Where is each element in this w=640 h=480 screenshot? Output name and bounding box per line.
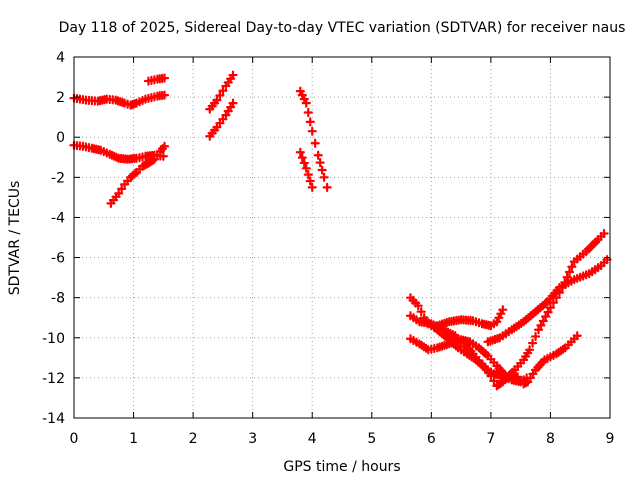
y-tick-label: -14 <box>42 411 65 427</box>
x-tick-label: 7 <box>486 431 495 447</box>
data-markers <box>205 98 238 141</box>
y-tick-label: 4 <box>56 50 65 66</box>
data-markers <box>205 70 238 114</box>
x-tick-label: 1 <box>129 431 138 447</box>
series-arc-m <box>483 254 612 347</box>
data-markers <box>143 73 170 86</box>
data-markers <box>483 254 612 347</box>
series-arc-a <box>69 90 170 110</box>
y-axis-label: SDTVAR / TECUs <box>7 181 23 296</box>
x-tick-label: 0 <box>70 431 79 447</box>
y-tick-label: -2 <box>51 170 65 186</box>
tick-layer: 0 1 2 3 4 5 6 7 8 9 -14 -12 -10 -8 -6 -4 -2 0 2 4 <box>42 50 614 447</box>
x-tick-label: 4 <box>308 431 317 447</box>
series-arc-g <box>295 86 332 192</box>
x-tick-label: 3 <box>248 431 257 447</box>
data-markers <box>295 86 332 192</box>
data-markers <box>405 331 582 389</box>
series-layer <box>69 70 612 391</box>
y-tick-label: -10 <box>42 331 65 347</box>
series-arc-j <box>405 228 609 391</box>
data-markers <box>106 141 170 209</box>
data-markers <box>69 90 170 110</box>
series-arc-k <box>405 331 582 389</box>
x-tick-label: 6 <box>427 431 436 447</box>
y-tick-label: -6 <box>51 251 65 267</box>
plot-frame <box>73 56 611 419</box>
grid-layer <box>74 57 610 418</box>
y-tick-label: -12 <box>42 371 65 387</box>
chart-title: Day 118 of 2025, Sidereal Day-to-day VTE… <box>59 20 626 36</box>
x-tick-label: 8 <box>546 431 555 447</box>
data-markers <box>432 305 508 331</box>
y-tick-label: 0 <box>56 130 65 146</box>
x-tick-label: 5 <box>367 431 376 447</box>
x-tick-label: 2 <box>189 431 198 447</box>
series-arc-h <box>295 147 317 192</box>
data-markers <box>295 147 317 192</box>
series-arc-e <box>205 70 238 114</box>
series-arc-l <box>432 305 508 331</box>
y-tick-label: 2 <box>56 90 65 106</box>
series-arc-f <box>205 98 238 141</box>
data-markers <box>405 228 609 391</box>
x-tick-label: 9 <box>606 431 615 447</box>
x-axis-label: GPS time / hours <box>283 459 400 475</box>
y-tick-label: -4 <box>51 210 65 226</box>
series-arc-b <box>143 73 170 86</box>
series-arc-d <box>106 141 170 209</box>
y-tick-label: -8 <box>51 291 65 307</box>
